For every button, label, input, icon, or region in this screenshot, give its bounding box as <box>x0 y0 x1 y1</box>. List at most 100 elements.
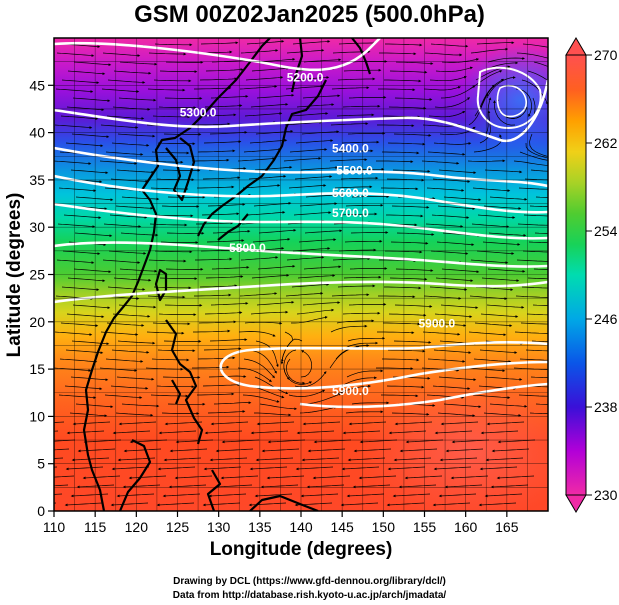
streamline <box>496 475 535 480</box>
streamline <box>491 448 530 453</box>
streamline <box>243 358 275 379</box>
streamline <box>443 403 482 409</box>
streamline <box>382 151 420 155</box>
streamline <box>288 184 327 189</box>
streamline <box>72 97 111 103</box>
streamline <box>519 358 548 361</box>
streamline <box>341 341 379 351</box>
cold-core-blob <box>460 45 548 155</box>
streamline <box>242 184 281 189</box>
streamline <box>390 241 429 245</box>
streamline <box>490 484 529 489</box>
streamline <box>384 79 422 83</box>
streamline <box>302 301 341 306</box>
x-tick-label: 160 <box>454 519 478 535</box>
streamline <box>208 493 247 498</box>
streamline <box>522 43 548 48</box>
x-tick-label: 130 <box>207 519 231 535</box>
streamline <box>404 475 443 480</box>
streamline <box>351 401 390 405</box>
streamline <box>386 502 425 507</box>
streamline <box>298 238 337 243</box>
streamline <box>64 502 103 507</box>
streamline <box>514 331 548 334</box>
streamline <box>106 322 145 327</box>
streamline <box>383 322 421 326</box>
streamline <box>395 268 434 272</box>
streamline <box>154 250 193 254</box>
streamline <box>350 231 389 234</box>
streamline <box>485 457 524 462</box>
streamline <box>70 169 109 175</box>
streamline <box>300 493 339 498</box>
y-tick-label: 35 <box>29 172 45 188</box>
streamline <box>71 133 110 139</box>
streamline <box>436 241 475 246</box>
streamline <box>381 187 419 191</box>
streamline <box>389 70 428 74</box>
streamline <box>111 466 150 471</box>
streamline <box>100 124 139 129</box>
streamline <box>128 475 167 480</box>
streamline <box>388 106 427 110</box>
streamline <box>56 259 95 264</box>
streamline <box>238 331 276 337</box>
streamline <box>381 394 419 398</box>
streamline <box>331 293 370 297</box>
streamline <box>71 457 110 462</box>
streamline <box>82 475 121 480</box>
contour-label: 5600.0 <box>332 186 369 200</box>
streamline <box>300 350 313 378</box>
streamline <box>66 313 105 319</box>
colorbar-top-cap <box>565 37 587 56</box>
streamline <box>261 448 300 453</box>
streamline <box>450 475 489 480</box>
streamline <box>427 151 466 156</box>
streamline <box>429 75 467 82</box>
streamline <box>105 151 144 156</box>
streamline <box>258 228 297 234</box>
streamline <box>513 160 548 166</box>
streamline <box>256 300 295 306</box>
streamline <box>479 466 518 471</box>
streamline <box>422 123 461 127</box>
streamline <box>429 286 468 291</box>
streamline <box>67 70 106 76</box>
streamline <box>343 275 382 279</box>
streamline <box>430 250 469 255</box>
streamline <box>119 61 158 66</box>
streamline <box>61 79 100 84</box>
streamline <box>72 304 111 310</box>
streamline <box>54 160 92 165</box>
x-tick-label: 155 <box>413 519 437 535</box>
streamline <box>425 223 464 228</box>
contour-label: 5900.0 <box>332 384 369 398</box>
streamline <box>283 157 322 162</box>
streamline <box>198 320 237 324</box>
streamline <box>66 430 105 435</box>
streamline <box>160 241 199 244</box>
streamline <box>116 376 155 381</box>
streamline <box>389 277 428 281</box>
streamline <box>346 167 385 171</box>
streamline <box>434 97 471 108</box>
streamline <box>520 322 548 325</box>
streamline <box>516 259 548 262</box>
streamline <box>440 85 476 99</box>
streamline <box>76 484 115 489</box>
streamline <box>475 286 514 291</box>
streamline <box>210 302 249 306</box>
streamline <box>75 196 114 202</box>
streamline <box>118 421 157 426</box>
streamline <box>73 268 112 274</box>
streamline <box>300 166 339 171</box>
streamline <box>195 257 233 261</box>
colorbar-body <box>565 54 587 496</box>
streamline <box>65 349 104 355</box>
streamline <box>153 79 192 83</box>
streamline <box>250 310 289 315</box>
streamline <box>169 448 208 453</box>
streamline <box>54 457 64 459</box>
streamline <box>329 158 368 162</box>
